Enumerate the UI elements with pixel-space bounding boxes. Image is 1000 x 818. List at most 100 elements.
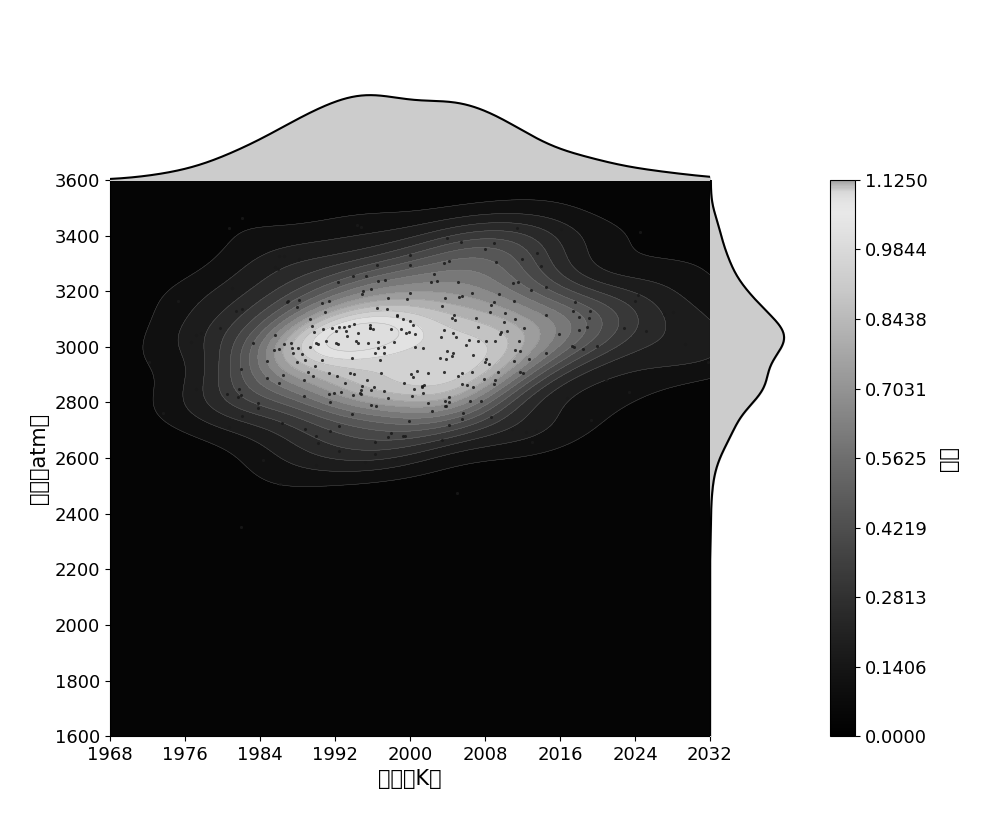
Point xyxy=(380,292,396,305)
Point xyxy=(444,349,460,362)
Point xyxy=(397,429,413,443)
Point xyxy=(308,336,324,349)
Point xyxy=(330,338,346,351)
Point xyxy=(331,419,347,432)
Point xyxy=(349,218,365,231)
Point xyxy=(393,322,409,335)
Y-axis label: 密度: 密度 xyxy=(939,446,959,470)
Point xyxy=(551,328,567,341)
Point xyxy=(627,294,643,308)
Point xyxy=(470,321,486,334)
Point xyxy=(302,341,318,354)
Point xyxy=(357,456,373,469)
Point xyxy=(488,255,504,268)
Point xyxy=(454,366,470,380)
Point xyxy=(486,295,502,308)
Point xyxy=(321,366,337,380)
Point xyxy=(579,169,595,182)
Point xyxy=(407,340,423,353)
Point xyxy=(279,295,295,308)
Point xyxy=(470,335,486,348)
Point xyxy=(462,394,478,407)
Point xyxy=(476,372,492,385)
Point xyxy=(450,276,466,289)
Point xyxy=(458,339,474,352)
Point xyxy=(439,231,455,244)
Point xyxy=(477,355,493,368)
Point xyxy=(307,359,323,372)
Point xyxy=(267,328,283,341)
Point xyxy=(420,397,436,410)
Point xyxy=(511,335,527,348)
Point xyxy=(447,313,463,326)
Point xyxy=(402,314,418,327)
Point xyxy=(524,436,540,449)
Point xyxy=(478,334,494,347)
Point xyxy=(230,391,246,404)
Point xyxy=(445,346,461,359)
Point xyxy=(514,253,530,266)
Point xyxy=(383,426,399,439)
Point xyxy=(505,276,521,290)
Point xyxy=(328,336,344,349)
Point xyxy=(538,308,554,321)
Point xyxy=(344,352,360,365)
Point xyxy=(416,378,432,391)
Point xyxy=(429,275,445,288)
Point xyxy=(326,386,342,399)
Point xyxy=(510,276,526,289)
Point xyxy=(497,306,513,319)
X-axis label: 温度（K）: 温度（K） xyxy=(378,770,442,789)
Point xyxy=(401,414,417,427)
Point xyxy=(330,276,346,289)
Point xyxy=(350,336,366,349)
Point xyxy=(426,267,442,281)
Point xyxy=(354,287,370,300)
Point xyxy=(360,336,376,349)
Point xyxy=(506,354,522,367)
Point xyxy=(233,389,249,402)
Point xyxy=(490,365,506,378)
Point xyxy=(367,347,383,360)
Point xyxy=(141,356,157,369)
Point xyxy=(529,246,545,259)
Point xyxy=(436,365,452,378)
Point xyxy=(310,338,326,351)
Point xyxy=(250,402,266,415)
Point xyxy=(496,316,512,329)
Point xyxy=(342,366,358,379)
Point xyxy=(359,374,375,387)
Point xyxy=(487,373,503,386)
Y-axis label: 压力（atm）: 压力（atm） xyxy=(29,412,49,504)
Point xyxy=(434,434,450,447)
Point xyxy=(354,380,370,393)
Point xyxy=(300,366,316,379)
Point xyxy=(445,326,461,339)
Point xyxy=(331,321,347,334)
Point xyxy=(441,254,457,267)
Point xyxy=(423,276,439,289)
Point xyxy=(370,335,386,348)
Point xyxy=(245,336,261,349)
Point xyxy=(424,404,440,417)
Point xyxy=(583,414,599,427)
Point xyxy=(233,520,249,533)
Point xyxy=(398,326,414,339)
Point xyxy=(407,328,423,341)
Point xyxy=(367,447,383,460)
Point xyxy=(483,299,499,312)
Point xyxy=(373,367,389,380)
Point xyxy=(302,312,318,326)
Point xyxy=(589,339,605,353)
Point xyxy=(348,335,364,348)
Point xyxy=(221,222,237,235)
Point xyxy=(266,344,282,357)
Point xyxy=(396,376,412,389)
Point xyxy=(314,354,330,367)
Point xyxy=(521,353,537,366)
Point xyxy=(345,388,361,401)
Point xyxy=(538,280,554,293)
Point xyxy=(451,290,467,303)
Point xyxy=(621,386,637,399)
Point xyxy=(533,259,549,272)
